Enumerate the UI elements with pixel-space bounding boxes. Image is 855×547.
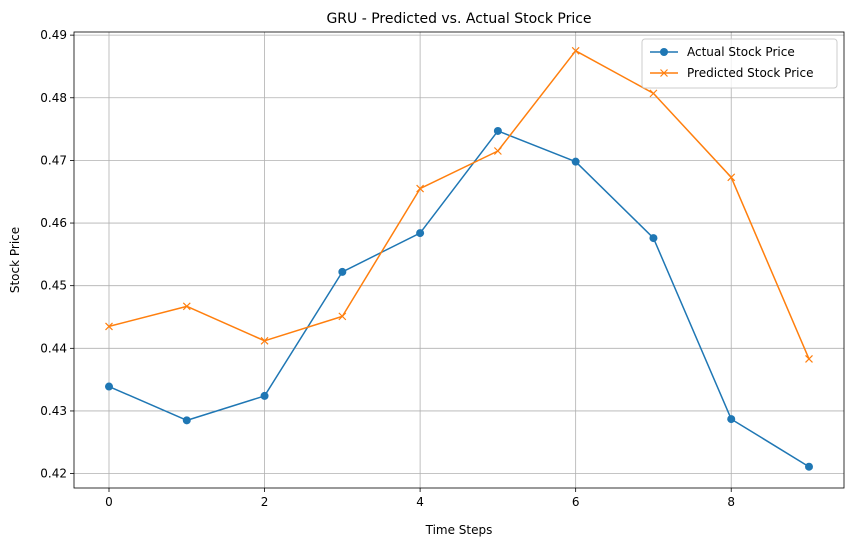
predicted-stock-price-point — [182, 302, 191, 311]
x-tick-label: 8 — [727, 495, 735, 509]
actual-stock-price-legend-marker — [660, 48, 668, 56]
predicted-stock-price-legend-marker — [660, 69, 668, 77]
actual-stock-price-point — [493, 126, 502, 135]
x-tick-label: 2 — [261, 495, 269, 509]
legend-label-actual-stock-price: Actual Stock Price — [687, 45, 795, 59]
predicted-stock-price-point — [338, 312, 347, 321]
actual-stock-price-point — [416, 229, 425, 238]
series-layer — [105, 46, 813, 471]
y-tick-label: 0.49 — [40, 28, 67, 42]
actual-stock-price-line — [108, 130, 810, 468]
predicted-stock-price-point — [493, 147, 502, 155]
y-tick-label: 0.48 — [40, 91, 67, 105]
y-axis-label: Stock Price — [8, 227, 22, 293]
actual-stock-price-point — [571, 157, 580, 166]
y-tick-label: 0.45 — [40, 279, 67, 293]
x-axis-label: Time Steps — [425, 523, 493, 537]
predicted-stock-price-point — [571, 46, 580, 55]
actual-stock-price-series — [105, 126, 813, 471]
predicted-stock-price-line — [108, 50, 810, 360]
actual-stock-price-point — [649, 234, 658, 243]
predicted-stock-price-point — [649, 89, 658, 98]
axis-ticks: 0 2 4 6 8 0.42 0.43 0.44 0.45 0.46 0.47 0.48 0.49 — [40, 28, 735, 509]
chart-title: GRU - Predicted vs. Actual Stock Price — [326, 11, 591, 27]
actual-stock-price-point — [727, 415, 736, 424]
predicted-stock-price-point — [727, 173, 736, 182]
legend-box — [641, 38, 838, 89]
y-tick-label: 0.44 — [40, 341, 67, 355]
actual-stock-price-point — [182, 416, 191, 425]
actual-stock-price-point — [105, 382, 113, 391]
legend-label-predicted-stock-price: Predicted Stock Price — [687, 66, 813, 80]
actual-stock-price-point — [260, 391, 269, 400]
x-tick-label: 0 — [105, 495, 113, 509]
actual-stock-price-point — [805, 462, 813, 471]
y-tick-label: 0.42 — [40, 467, 67, 481]
predicted-stock-price-point — [105, 322, 113, 331]
y-tick-label: 0.46 — [40, 216, 67, 230]
y-tick-label: 0.47 — [40, 153, 67, 167]
legend: Actual Stock Price Predicted Stock Price — [641, 38, 838, 89]
actual-stock-price-point — [338, 267, 347, 276]
predicted-stock-price-point — [260, 336, 269, 345]
y-tick-label: 0.43 — [40, 404, 67, 418]
plot-frame — [73, 31, 845, 489]
predicted-stock-price-series — [105, 46, 813, 363]
predicted-stock-price-point — [416, 184, 425, 193]
predicted-stock-price-point — [805, 355, 813, 363]
x-tick-label: 4 — [416, 495, 424, 509]
x-tick-label: 6 — [572, 495, 580, 509]
